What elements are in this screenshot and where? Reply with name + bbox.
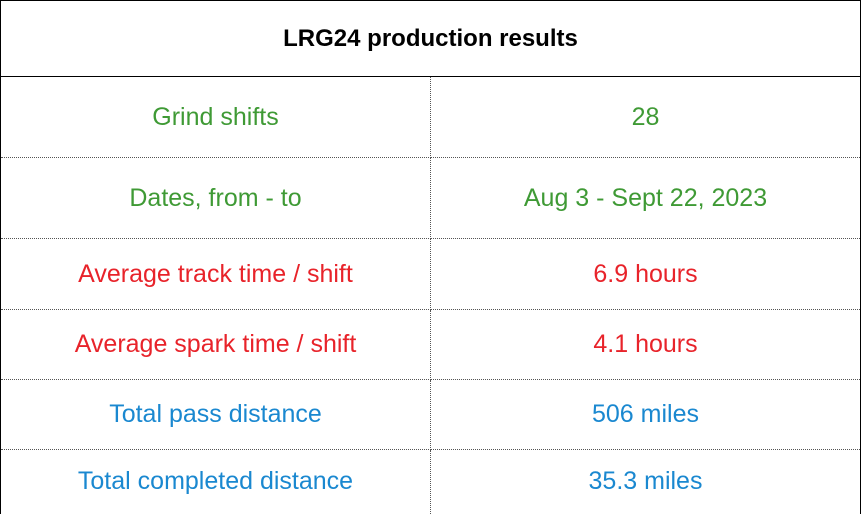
row-label: Total completed distance — [0, 449, 431, 514]
row-label: Dates, from - to — [0, 157, 431, 239]
row-label: Average track time / shift — [0, 238, 431, 310]
row-value: 506 miles — [430, 379, 861, 450]
table-row: Total pass distance 506 miles — [0, 379, 861, 450]
row-value: 28 — [430, 76, 861, 158]
row-label: Total pass distance — [0, 379, 431, 450]
table-row: Dates, from - to Aug 3 - Sept 22, 2023 — [0, 157, 861, 239]
table-row: Average spark time / shift 4.1 hours — [0, 309, 861, 380]
row-value: 4.1 hours — [430, 309, 861, 380]
table-row: Total completed distance 35.3 miles — [0, 449, 861, 514]
row-label: Grind shifts — [0, 76, 431, 158]
table-row: Average track time / shift 6.9 hours — [0, 238, 861, 310]
row-value: 35.3 miles — [430, 449, 861, 514]
row-label: Average spark time / shift — [0, 309, 431, 380]
table-row: Grind shifts 28 — [0, 76, 861, 158]
row-value: Aug 3 - Sept 22, 2023 — [430, 157, 861, 239]
row-value: 6.9 hours — [430, 238, 861, 310]
title-row: LRG24 production results — [0, 0, 861, 77]
table-title: LRG24 production results — [0, 0, 861, 77]
